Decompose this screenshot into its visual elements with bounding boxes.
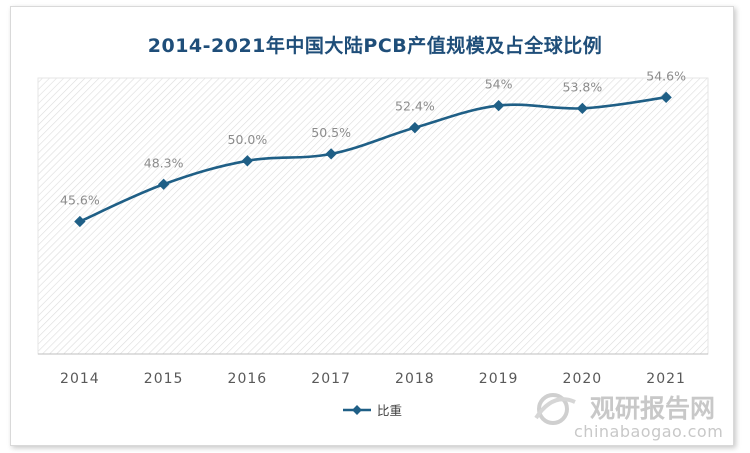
watermark-url: chinabaogao.com (574, 422, 723, 441)
legend: 比重 (343, 403, 402, 418)
watermark-logo-icon (537, 393, 569, 425)
data-label: 54% (485, 77, 513, 92)
x-tick-label: 2016 (228, 371, 268, 387)
data-point-marker (325, 148, 337, 160)
chart-title: 2014-2021年中国大陆PCB产值规模及占全球比例 (147, 35, 603, 57)
x-tick-label: 2019 (479, 371, 519, 387)
data-point-marker (157, 178, 170, 190)
series-line (79, 96, 667, 223)
watermark-logo-swoosh-icon (534, 397, 576, 420)
watermark: 观研报告网 chinabaogao.com (534, 393, 723, 441)
watermark-name: 观研报告网 (590, 394, 715, 423)
legend-label: 比重 (377, 403, 402, 418)
data-label: 53.8% (563, 79, 603, 94)
x-tick-label: 2015 (144, 371, 184, 387)
x-tick-label: 2020 (563, 371, 603, 387)
legend-diamond-icon (352, 405, 362, 415)
data-label: 50.5% (311, 125, 351, 140)
data-label: 50.0% (228, 132, 268, 147)
x-tick-label: 2017 (311, 371, 351, 387)
x-tick-label: 2021 (646, 371, 686, 387)
x-tick-label: 2018 (395, 371, 435, 387)
x-tick-label: 2014 (60, 371, 100, 387)
data-label: 45.6% (60, 193, 100, 208)
data-label: 52.4% (395, 99, 435, 114)
data-label: 54.6% (646, 68, 686, 83)
data-label: 48.3% (144, 155, 184, 170)
data-point-marker (241, 155, 254, 167)
plot-area (37, 77, 709, 355)
